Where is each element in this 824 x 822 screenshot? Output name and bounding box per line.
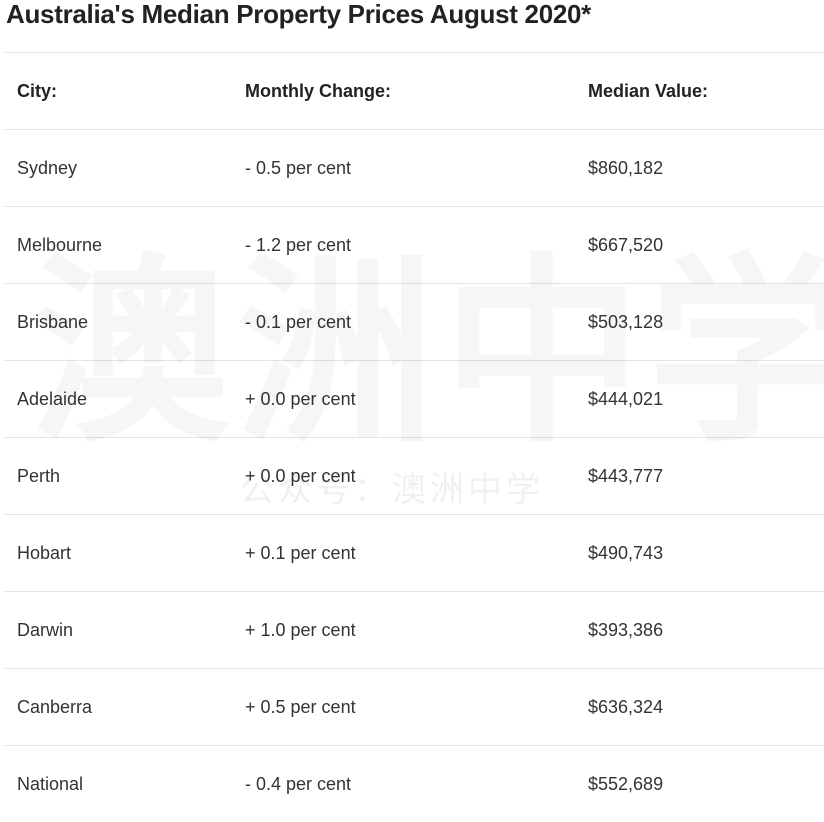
table-row: National- 0.4 per cent$552,689	[5, 746, 824, 822]
page: {"header": {"title": "Australia's Median…	[0, 0, 824, 788]
price-table: City:Monthly Change:Median Value: Sydney…	[5, 52, 824, 822]
page-title: Australia's Median Property Prices Augus…	[6, 0, 591, 30]
table-cell: $860,182	[576, 130, 824, 207]
table-cell: $552,689	[576, 746, 824, 822]
table-cell: Melbourne	[5, 207, 233, 284]
table-row: Melbourne- 1.2 per cent$667,520	[5, 207, 824, 284]
table-row: Canberra+ 0.5 per cent$636,324	[5, 669, 824, 746]
table-cell: + 0.5 per cent	[233, 669, 576, 746]
table-cell: National	[5, 746, 233, 822]
table-cell: $443,777	[576, 438, 824, 515]
table-cell: - 0.4 per cent	[233, 746, 576, 822]
column-header: City:	[5, 53, 233, 130]
table-row: Adelaide+ 0.0 per cent$444,021	[5, 361, 824, 438]
table-cell: Brisbane	[5, 284, 233, 361]
table-cell: - 0.1 per cent	[233, 284, 576, 361]
table-cell: $490,743	[576, 515, 824, 592]
table-cell: Adelaide	[5, 361, 233, 438]
table-cell: $444,021	[576, 361, 824, 438]
table-row: Hobart+ 0.1 per cent$490,743	[5, 515, 824, 592]
table-cell: - 0.5 per cent	[233, 130, 576, 207]
table-row: Sydney- 0.5 per cent$860,182	[5, 130, 824, 207]
table-cell: Sydney	[5, 130, 233, 207]
table-cell: Canberra	[5, 669, 233, 746]
table-cell: Hobart	[5, 515, 233, 592]
table-row: Darwin+ 1.0 per cent$393,386	[5, 592, 824, 669]
column-header: Monthly Change:	[233, 53, 576, 130]
table-row: Perth+ 0.0 per cent$443,777	[5, 438, 824, 515]
table-cell: + 0.0 per cent	[233, 361, 576, 438]
table-cell: + 0.0 per cent	[233, 438, 576, 515]
table-cell: + 1.0 per cent	[233, 592, 576, 669]
table-cell: $503,128	[576, 284, 824, 361]
table-cell: - 1.2 per cent	[233, 207, 576, 284]
table-cell: Darwin	[5, 592, 233, 669]
table-row: Brisbane- 0.1 per cent$503,128	[5, 284, 824, 361]
header-row: City:Monthly Change:Median Value:	[5, 53, 824, 130]
table-cell: $393,386	[576, 592, 824, 669]
column-header: Median Value:	[576, 53, 824, 130]
table-cell: $636,324	[576, 669, 824, 746]
table-cell: Perth	[5, 438, 233, 515]
table-cell: + 0.1 per cent	[233, 515, 576, 592]
table-cell: $667,520	[576, 207, 824, 284]
